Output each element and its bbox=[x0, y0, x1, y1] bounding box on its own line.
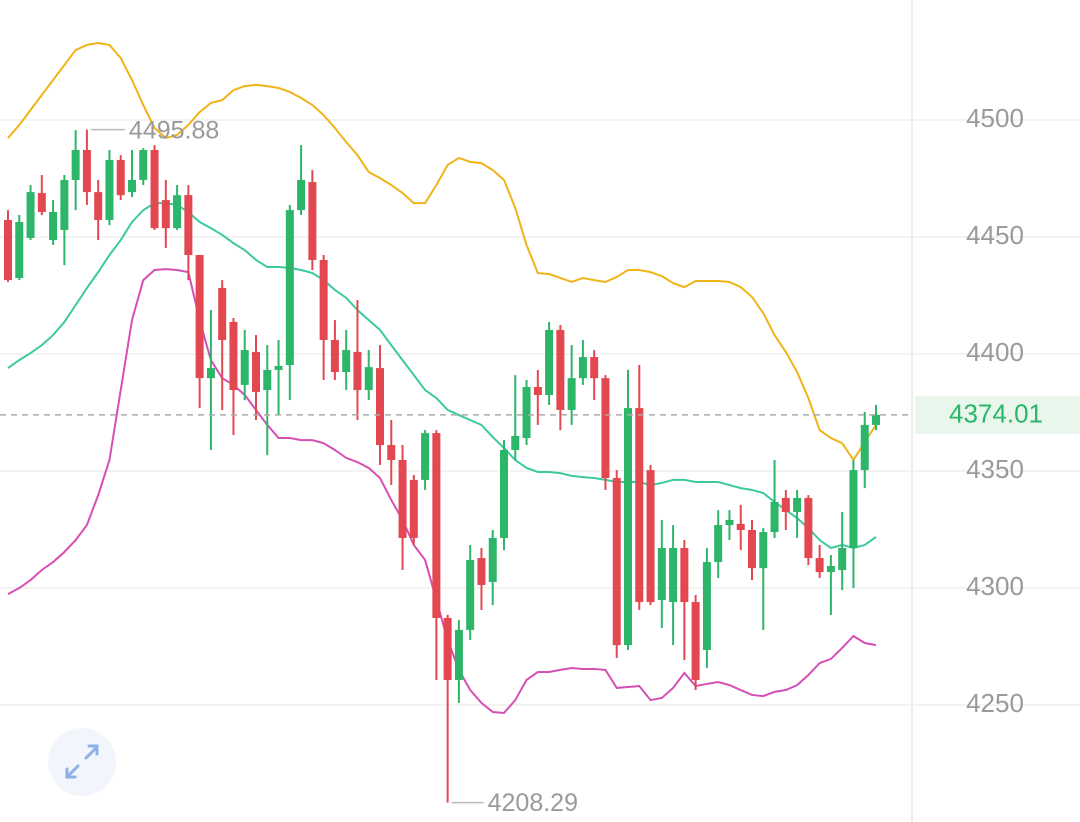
candle-body bbox=[116, 160, 125, 196]
candle-body bbox=[635, 408, 644, 603]
candle-body bbox=[4, 219, 12, 281]
last-price-tag bbox=[915, 395, 1080, 434]
candle-body bbox=[409, 479, 418, 538]
candle-body bbox=[161, 200, 170, 229]
candle-body bbox=[612, 478, 621, 646]
candle-body bbox=[804, 497, 813, 559]
candle-body bbox=[466, 559, 475, 630]
candle-body bbox=[364, 367, 373, 391]
candle-body bbox=[128, 179, 136, 193]
last-price-label: 4374.01 bbox=[949, 399, 1043, 429]
candle-body bbox=[781, 497, 790, 512]
candle-body bbox=[725, 519, 734, 526]
candle-body bbox=[308, 182, 317, 260]
candle-body bbox=[770, 501, 779, 533]
candle-body bbox=[601, 378, 610, 479]
candle-body bbox=[263, 369, 272, 391]
candle-body bbox=[26, 192, 35, 238]
candle-body bbox=[702, 562, 711, 651]
candle-body bbox=[387, 445, 396, 461]
y-tick-label: 4350 bbox=[966, 454, 1024, 484]
candle-body bbox=[826, 566, 835, 573]
candle-body bbox=[432, 433, 441, 618]
band-line bbox=[7, 202, 877, 550]
y-tick-label: 4450 bbox=[966, 220, 1024, 250]
low-label: 4208.29 bbox=[488, 789, 578, 817]
candle-body bbox=[37, 193, 46, 212]
candle-body bbox=[330, 339, 339, 373]
candle-body bbox=[184, 195, 193, 256]
candle-body bbox=[218, 288, 227, 340]
candle-body bbox=[714, 525, 723, 563]
candle-body bbox=[297, 179, 306, 211]
candle-body bbox=[849, 470, 858, 548]
y-tick-label: 4300 bbox=[966, 571, 1024, 601]
expand-icon[interactable] bbox=[65, 744, 99, 779]
candle-body bbox=[60, 179, 69, 231]
candle-body bbox=[759, 532, 768, 569]
candle-body bbox=[319, 259, 328, 340]
candle-body bbox=[815, 558, 824, 573]
candle-body bbox=[94, 192, 103, 220]
band-line bbox=[7, 268, 877, 714]
candle-body bbox=[398, 460, 407, 538]
candle-body bbox=[240, 350, 249, 385]
candle-body bbox=[195, 255, 204, 379]
candle-body bbox=[691, 602, 700, 680]
candle-body bbox=[252, 351, 260, 392]
candle-body bbox=[748, 529, 756, 569]
candle-body bbox=[533, 387, 542, 395]
candle-body bbox=[657, 548, 666, 600]
candle-body bbox=[82, 149, 91, 193]
candle-body bbox=[680, 548, 689, 603]
candle-body bbox=[376, 368, 384, 446]
candle-body bbox=[500, 449, 508, 538]
candle-body bbox=[793, 497, 802, 512]
candle-body bbox=[477, 558, 486, 585]
high-label: 4495.88 bbox=[129, 116, 219, 144]
candle-body bbox=[860, 424, 869, 471]
candle-body bbox=[229, 321, 238, 391]
candle-body bbox=[872, 414, 880, 425]
candle-body bbox=[838, 548, 847, 570]
candle-body bbox=[342, 350, 351, 373]
candle-body bbox=[71, 149, 80, 180]
candle-body bbox=[578, 357, 587, 379]
candle-body bbox=[488, 537, 497, 582]
candle-body bbox=[522, 387, 531, 439]
candle-body bbox=[206, 368, 215, 379]
candle-body bbox=[353, 351, 362, 391]
candle-body bbox=[285, 210, 294, 366]
expand-button[interactable] bbox=[48, 728, 116, 796]
band-line bbox=[7, 42, 877, 462]
candle-body bbox=[736, 523, 745, 530]
candle-body bbox=[669, 548, 678, 603]
candle-body bbox=[150, 149, 159, 229]
candle-body bbox=[590, 357, 599, 379]
candle-body bbox=[49, 211, 58, 241]
candle-body bbox=[139, 149, 148, 180]
candle-body bbox=[646, 470, 655, 603]
candle-body bbox=[454, 629, 463, 680]
y-tick-label: 4250 bbox=[966, 688, 1024, 718]
candle-body bbox=[624, 408, 632, 646]
candle-body bbox=[556, 329, 565, 410]
candle-body bbox=[421, 433, 430, 480]
expand-circle[interactable] bbox=[48, 728, 116, 796]
candle-body bbox=[15, 222, 24, 278]
candle-body bbox=[511, 435, 520, 450]
y-tick-label: 4400 bbox=[966, 337, 1024, 367]
candle-body bbox=[567, 378, 576, 410]
candle-body bbox=[105, 160, 114, 220]
y-tick-label: 4500 bbox=[966, 103, 1024, 133]
candle-body bbox=[545, 329, 554, 395]
candle-body bbox=[274, 365, 283, 370]
candle-body bbox=[443, 617, 452, 680]
candle-body bbox=[173, 195, 182, 229]
